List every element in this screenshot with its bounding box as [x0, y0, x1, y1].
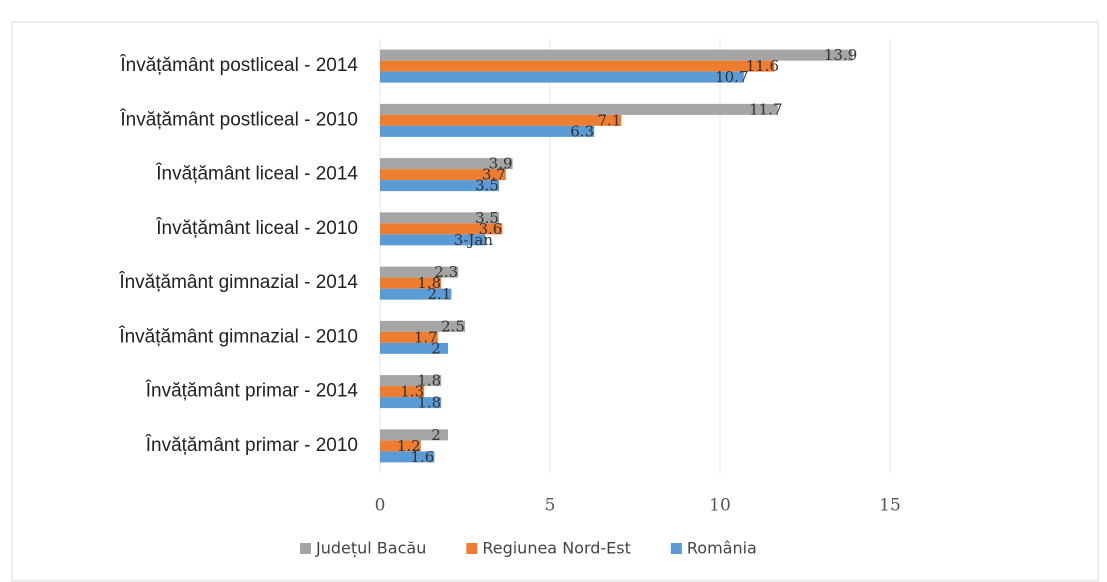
bar [380, 125, 595, 137]
y-tick-label: Învățământ liceal - 2010 [155, 217, 358, 239]
bar [380, 103, 778, 115]
y-tick-label: Învățământ primar - 2010 [145, 434, 358, 456]
data-label: 13.9 [824, 46, 857, 64]
data-label: 2.5 [441, 317, 465, 335]
bar [380, 49, 853, 61]
bar [380, 71, 744, 83]
x-tick-label: 10 [709, 496, 731, 516]
x-tick-label: 0 [375, 496, 386, 516]
legend-swatch [670, 543, 682, 554]
data-label: 7.1 [597, 111, 621, 129]
legend-label: România [687, 539, 757, 558]
legend-label: Județul Bacău [315, 539, 426, 558]
bar [380, 440, 421, 452]
data-label: 2 [431, 339, 441, 357]
data-label: 11.6 [746, 57, 779, 75]
legend-swatch [466, 543, 478, 554]
x-tick-label: 15 [879, 496, 901, 516]
y-tick-label: Învățământ gimnazial - 2010 [118, 325, 358, 347]
data-label: 2.1 [427, 285, 451, 303]
data-label: 1.7 [414, 328, 438, 346]
data-label: 3.6 [478, 220, 502, 238]
y-tick-label: Învățământ postliceal - 2010 [119, 108, 358, 130]
x-tick-label: 5 [545, 496, 556, 516]
data-label: 2 [431, 426, 441, 444]
data-label: 1.8 [417, 274, 441, 292]
legend-swatch [300, 543, 311, 554]
bar [380, 277, 442, 289]
data-label: 1.6 [410, 448, 434, 466]
data-label: 1.8 [417, 394, 441, 412]
bar [380, 223, 503, 235]
bar [380, 375, 442, 387]
data-label: 1.3 [400, 383, 424, 401]
data-label: 11.7 [749, 100, 782, 118]
bar [380, 386, 425, 398]
bar [380, 429, 448, 441]
bar [380, 331, 438, 343]
bar [380, 114, 622, 126]
bar [380, 342, 448, 354]
data-label: 1.8 [417, 372, 441, 390]
bar [380, 212, 499, 224]
bar [380, 158, 513, 170]
bar [380, 320, 465, 332]
bar [380, 288, 452, 300]
data-label: 1.2 [397, 437, 421, 455]
bar [380, 451, 435, 463]
bar [380, 266, 459, 278]
bar [380, 234, 486, 246]
bar [380, 60, 775, 72]
bar [380, 169, 506, 181]
data-label: 10.7 [715, 68, 748, 86]
data-label: 3.5 [475, 209, 499, 227]
bar [380, 397, 442, 409]
y-tick-label: Învățământ primar - 2014 [145, 380, 359, 402]
data-label: 3.9 [489, 155, 513, 173]
data-label: 3.7 [482, 166, 506, 184]
data-label: 3-Jan [454, 231, 494, 249]
data-label: 6.3 [570, 122, 594, 140]
legend-label: Regiunea Nord-Est [482, 539, 631, 558]
data-label: 3.5 [475, 177, 499, 195]
y-tick-label: Învățământ postliceal - 2014 [119, 54, 358, 76]
y-tick-label: Învățământ liceal - 2014 [155, 163, 358, 185]
data-label: 2.3 [434, 263, 458, 281]
bar [380, 180, 499, 192]
y-tick-label: Învățământ gimnazial - 2014 [118, 271, 358, 293]
